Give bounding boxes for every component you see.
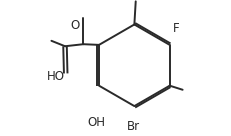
Text: OH: OH <box>87 116 105 129</box>
Text: HO: HO <box>46 70 64 83</box>
Text: F: F <box>173 22 179 35</box>
Text: O: O <box>70 19 79 32</box>
Text: Br: Br <box>126 120 139 133</box>
